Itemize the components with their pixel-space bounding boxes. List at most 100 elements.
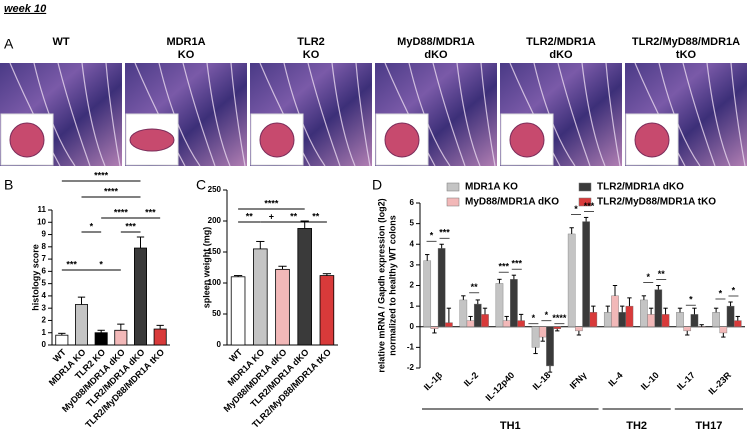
error-bar [591, 305, 596, 313]
bar [676, 312, 684, 327]
tissue-streak [581, 62, 606, 167]
bar [603, 312, 612, 327]
y-tick-label: -1 [407, 342, 415, 351]
error-bar [721, 332, 726, 338]
y-tick-label: 3 [42, 303, 47, 312]
error-bar [555, 328, 560, 332]
column-header: WT [52, 36, 69, 48]
significance-label: *** [584, 201, 595, 211]
significance-label: *** [512, 259, 523, 269]
significance-label: * [545, 310, 549, 320]
bar [510, 279, 518, 327]
error-bar [648, 307, 654, 315]
y-tick-label: 0 [217, 340, 222, 349]
error-bar [117, 323, 125, 331]
y-tick-label: 4 [42, 291, 47, 300]
y-tick-label: 200 [208, 216, 222, 225]
tissue-streak [682, 62, 716, 167]
bar [517, 320, 525, 327]
group-label: TH2 [626, 420, 647, 432]
x-tick-label: IL-10 [639, 370, 661, 392]
legend-swatch [446, 182, 460, 192]
tissue-streak [57, 62, 91, 167]
column-header: TLR2/MyD88/MDR1A [632, 36, 740, 48]
y-tick-label: 8 [42, 242, 47, 251]
error-bar [468, 315, 473, 321]
error-bar [425, 254, 430, 261]
legend-label: TLR2/MDR1A dKO [597, 182, 684, 193]
error-bar [446, 307, 452, 323]
tissue-streak [307, 62, 341, 167]
significance-label: ** [312, 211, 320, 221]
x-tick-label: IL-17 [675, 370, 697, 392]
x-tick-label: IL-4 [606, 370, 624, 388]
y-tick-label: 250 [208, 185, 222, 194]
y-tick-label: 7 [42, 254, 47, 263]
column-header: TLR2/MDR1A [526, 36, 596, 48]
y-tick-label: 2 [42, 316, 47, 325]
y-tick-label: 3 [410, 260, 415, 269]
column-header: KO [178, 49, 195, 61]
bar [575, 326, 583, 332]
y-tick-label: 150 [208, 247, 222, 256]
bar [661, 314, 670, 327]
bar [94, 332, 108, 346]
error-bar [547, 365, 553, 373]
bar [712, 312, 720, 327]
significance-label: * [732, 285, 736, 295]
bar [253, 248, 268, 346]
significance-label: + [269, 211, 274, 221]
significance-label: * [99, 259, 103, 269]
bar [618, 312, 627, 327]
bar [589, 312, 598, 327]
tissue-streak [355, 62, 371, 167]
inset-section [384, 122, 420, 158]
bar [437, 248, 446, 327]
bar [445, 322, 453, 327]
panel-label: A [4, 36, 14, 52]
tissue-streak [730, 62, 746, 167]
panel-label: B [4, 177, 13, 193]
group-label: TH1 [500, 420, 521, 432]
significance-label: * [532, 313, 536, 323]
error-bar [735, 315, 740, 321]
tissue-streak [182, 62, 216, 167]
bar [654, 289, 663, 327]
bar [481, 314, 489, 327]
error-bar [482, 307, 488, 315]
bar [153, 328, 167, 346]
column-header: MDR1A [166, 36, 205, 48]
tissue-streak [331, 62, 356, 167]
tissue-streak [456, 62, 481, 167]
bar [611, 295, 619, 327]
y-axis-label: histology score [30, 244, 40, 311]
error-bar [518, 313, 524, 321]
significance-label: **** [104, 186, 119, 196]
error-bar [533, 347, 538, 355]
tissue-streak [557, 62, 591, 167]
bar [114, 329, 128, 346]
tissue-streak [206, 62, 231, 167]
column-header: dKO [424, 49, 448, 61]
error-bar [583, 216, 589, 222]
bar [582, 221, 590, 327]
error-bar [656, 285, 661, 290]
tissue-streak [509, 62, 561, 167]
bar [466, 320, 475, 327]
legend-swatch [578, 182, 592, 192]
bar [55, 334, 69, 346]
tissue-streak [706, 62, 731, 167]
significance-label: **** [264, 198, 279, 208]
error-bar [728, 301, 733, 307]
significance-label: *** [439, 228, 450, 238]
x-tick-label: IL-1β [422, 370, 445, 393]
y-tick-label: 10 [37, 217, 46, 226]
x-tick-label: IL-18 [531, 370, 553, 392]
y-tick-label: 0 [42, 340, 47, 349]
tissue-streak [605, 62, 621, 167]
column-header: KO [303, 49, 320, 61]
bar [726, 305, 735, 327]
significance-label: **** [94, 170, 109, 180]
bar [697, 326, 706, 328]
error-bar [620, 305, 625, 313]
